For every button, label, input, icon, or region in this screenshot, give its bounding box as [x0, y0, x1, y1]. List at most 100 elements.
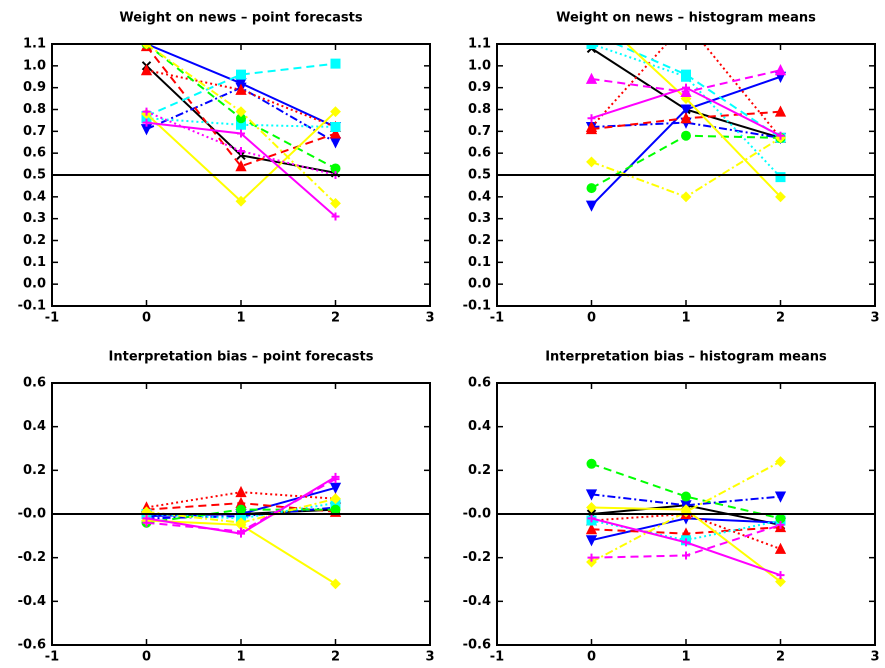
marker [330, 493, 341, 505]
series-line [146, 117, 336, 128]
marker [330, 58, 341, 69]
y-tick-label: -0.2 [18, 550, 46, 565]
series-line [590, 44, 782, 139]
y-tick-label: 1.1 [23, 37, 46, 52]
marker [587, 114, 596, 123]
x-tick-label: 1 [236, 311, 245, 326]
plot-area [140, 472, 342, 590]
chart-title: Interpretation bias – histogram means [545, 350, 827, 365]
y-tick-label: 0.8 [468, 102, 491, 117]
y-tick-label: 0.3 [23, 211, 46, 226]
marker [236, 113, 247, 124]
marker [680, 93, 692, 104]
y-tick-label: 1.0 [23, 58, 46, 73]
marker [680, 111, 692, 124]
x-tick-label: 3 [870, 311, 879, 326]
marker [682, 551, 690, 560]
y-tick-label: -0.6 [18, 638, 46, 653]
marker [585, 489, 598, 501]
y-tick-label: 0.7 [468, 124, 491, 139]
marker [585, 120, 598, 132]
chart-title: Weight on news – point forecasts [119, 11, 362, 26]
x-tick-label: 1 [236, 650, 245, 665]
marker [236, 69, 246, 80]
marker [680, 85, 692, 98]
chart-title: Interpretation bias – point forecasts [109, 350, 374, 365]
marker [235, 160, 247, 172]
y-tick-label: 0.0 [23, 277, 46, 292]
y-tick-label: 0.9 [23, 80, 46, 95]
y-tick-label: 0.4 [23, 419, 46, 434]
marker [330, 163, 341, 174]
chart-title: Weight on news – histogram means [556, 11, 816, 26]
marker [237, 527, 245, 536]
x-tick-label: 3 [425, 311, 434, 326]
marker [329, 482, 342, 495]
y-tick-label: 0.1 [468, 255, 491, 270]
plot-frame [496, 43, 876, 307]
marker [585, 200, 598, 212]
x-tick-label: 1 [681, 650, 690, 665]
y-tick-label: 0.9 [468, 80, 491, 95]
y-tick-label: -0.0 [18, 507, 46, 522]
marker [775, 456, 786, 468]
y-tick-label: 0.0 [468, 277, 491, 292]
x-tick-label: 3 [425, 650, 434, 665]
y-tick-label: 0.6 [468, 146, 491, 161]
marker [585, 535, 598, 547]
y-tick-label: 0.2 [468, 463, 491, 478]
marker [142, 518, 151, 527]
y-tick-label: 0.2 [468, 233, 491, 248]
marker [776, 131, 785, 140]
y-tick-label: 0.6 [23, 146, 46, 161]
y-tick-label: 0.5 [468, 168, 491, 183]
marker [330, 106, 341, 118]
y-tick-label: -0.6 [463, 638, 491, 653]
marker [331, 212, 340, 221]
marker [680, 191, 692, 203]
marker [680, 104, 692, 116]
marker [775, 513, 786, 524]
marker [235, 195, 247, 207]
y-tick-label: -0.4 [463, 594, 491, 609]
marker [775, 191, 786, 203]
y-tick-label: 0.2 [23, 463, 46, 478]
series-line [591, 512, 781, 550]
series-line [591, 462, 781, 520]
y-tick-label: -0.4 [18, 594, 46, 609]
marker [681, 491, 692, 502]
marker [140, 63, 153, 76]
marker [774, 63, 787, 76]
y-tick-label: -0.0 [463, 507, 491, 522]
marker [680, 506, 692, 518]
y-tick-label: 0.4 [468, 419, 491, 434]
marker [585, 72, 598, 84]
y-tick-label: 0.3 [468, 211, 491, 226]
marker [775, 576, 786, 588]
x-tick-label: 2 [776, 311, 785, 326]
marker [329, 127, 342, 139]
plot-frame [51, 382, 431, 646]
x-tick-label: 2 [331, 311, 340, 326]
marker [586, 156, 597, 168]
y-tick-label: 0.6 [468, 376, 491, 391]
x-tick-label: 3 [870, 650, 879, 665]
marker [330, 504, 341, 515]
marker [774, 542, 787, 554]
y-tick-label: 1.1 [468, 37, 491, 52]
marker [681, 130, 692, 141]
x-tick-label: 0 [142, 311, 151, 326]
y-tick-label: 0.8 [23, 102, 46, 117]
x-tick-label: -1 [490, 650, 504, 665]
y-tick-label: 0.2 [23, 233, 46, 248]
marker [586, 183, 597, 194]
y-tick-label: -0.1 [463, 299, 491, 314]
marker [142, 107, 151, 116]
x-tick-label: 2 [331, 650, 340, 665]
marker [774, 105, 787, 117]
series-line [591, 134, 781, 189]
marker [331, 475, 340, 484]
marker [142, 118, 151, 127]
marker [682, 538, 690, 547]
